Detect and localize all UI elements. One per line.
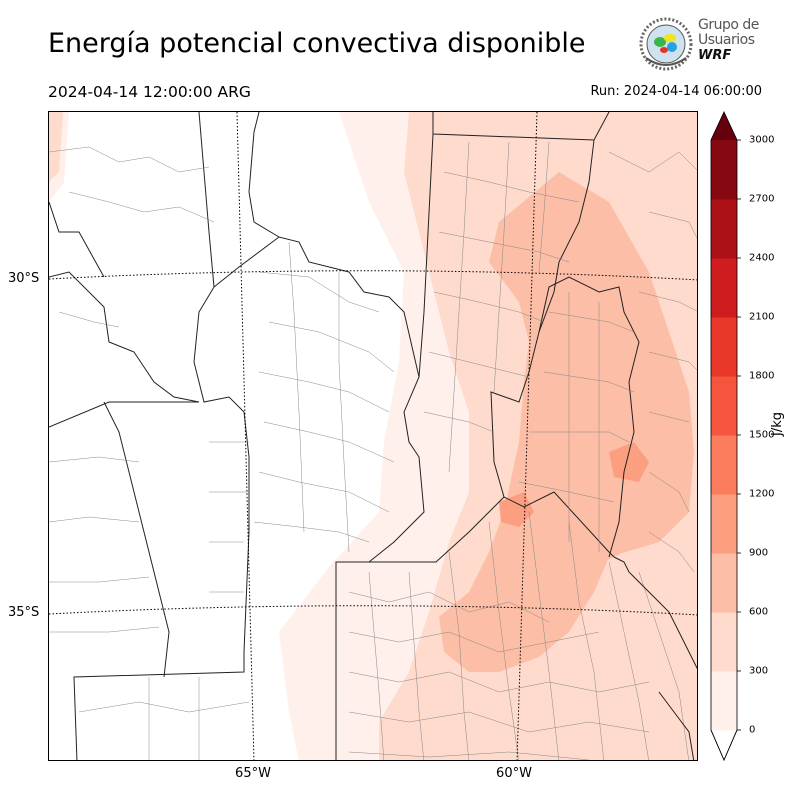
cape-fill-900-1200: [499, 442, 649, 527]
colorbar-block: [711, 671, 737, 731]
plot-title: Energía potencial convectiva disponible: [48, 28, 586, 59]
colorbar-tick-label: 2400: [749, 252, 775, 264]
colorbar-block: [711, 258, 737, 318]
coastline: [613, 556, 697, 760]
globe-logo-icon: [639, 17, 693, 71]
colorbar-extend-max: [711, 112, 737, 140]
colorbar: 0 300 600 900 1200 1500 1800 2100 2400 2700 3000: [704, 108, 800, 768]
logo-line-3: WRF: [698, 48, 732, 63]
colorbar-tick-label: 1800: [749, 370, 775, 382]
colorbar-block: [711, 435, 737, 495]
colorbar-tick-label: 900: [749, 547, 769, 559]
colorbar-tick-label: 2100: [749, 311, 775, 323]
logo-line-2: Usuarios: [698, 32, 755, 48]
map-svg: [49, 112, 697, 760]
colorbar-block: [711, 199, 737, 259]
colorbar-tick-label: 1200: [749, 488, 775, 500]
lon-label-60w: 60°W: [496, 766, 532, 781]
colorbar-tick-label: 300: [749, 665, 769, 677]
colorbar-block: [711, 376, 737, 436]
colorbar-tick-label: 600: [749, 606, 769, 618]
grupo-usuarios-wrf-logo: Grupo de Usuarios WRF: [638, 16, 768, 72]
colorbar-block: [711, 494, 737, 554]
colorbar-svg: [710, 111, 741, 762]
colorbar-unit-label: J/kg: [770, 412, 785, 436]
department-borders: [49, 141, 697, 760]
colorbar-block: [711, 317, 737, 377]
colorbar-block: [711, 612, 737, 672]
colorbar-tick-label: 2700: [749, 193, 775, 205]
colorbar-block: [711, 140, 737, 200]
graticule: [49, 112, 697, 760]
lat-label-30s: 30°S: [8, 271, 40, 286]
lat-label-35s: 35°S: [8, 605, 40, 620]
colorbar-tick-label: 1500: [749, 429, 775, 441]
colorbar-tick-label: 3000: [749, 134, 775, 146]
province-borders: [49, 112, 640, 760]
lon-label-65w: 65°W: [235, 766, 271, 781]
colorbar-block: [711, 553, 737, 613]
run-time-label: Run: 2024-04-14 06:00:00: [590, 84, 762, 99]
valid-time-label: 2024-04-14 12:00:00 ARG: [48, 83, 251, 101]
colorbar-tick-label: 0: [749, 724, 756, 736]
logo-line-1: Grupo de: [698, 17, 759, 33]
cape-map: [48, 111, 698, 761]
colorbar-blocks: [710, 111, 741, 762]
colorbar-extend-min: [710, 729, 738, 762]
